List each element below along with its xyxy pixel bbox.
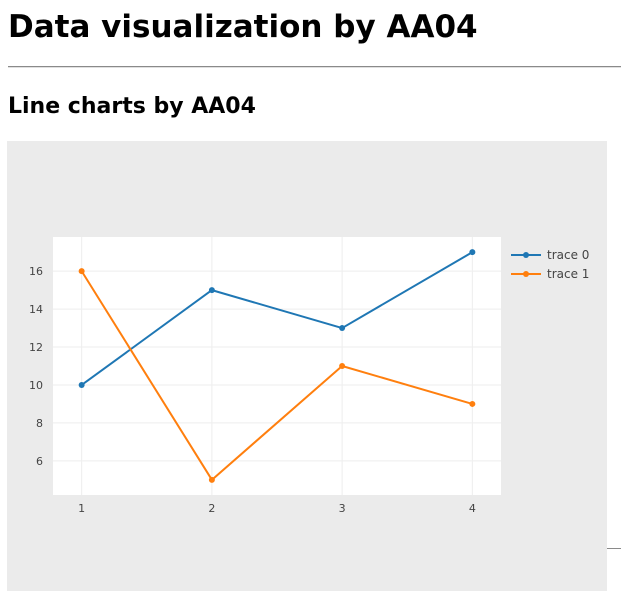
y-tick-label: 14 <box>29 303 43 316</box>
x-tick-label: 4 <box>469 502 476 515</box>
legend-item[interactable]: trace 0 <box>511 248 589 262</box>
y-tick-label: 10 <box>29 379 43 392</box>
series-0[interactable] <box>78 249 476 388</box>
data-point[interactable] <box>208 287 215 294</box>
x-tick-label: 2 <box>208 502 215 515</box>
legend-label: trace 0 <box>547 248 589 262</box>
x-tick-label: 3 <box>339 502 346 515</box>
data-point[interactable] <box>469 400 476 407</box>
title-divider <box>8 66 621 68</box>
legend-marker-swatch <box>523 252 529 258</box>
page-title: Data visualization by AA04 <box>8 9 478 45</box>
legend-item[interactable]: trace 1 <box>511 267 589 281</box>
legend: trace 0 trace 1 <box>511 248 589 281</box>
bottom-divider <box>607 548 621 549</box>
series-1[interactable] <box>78 268 476 483</box>
data-point[interactable] <box>78 381 85 388</box>
y-tick-label: 6 <box>36 455 43 468</box>
y-tick-label: 12 <box>29 341 43 354</box>
data-point[interactable] <box>339 325 346 332</box>
data-point[interactable] <box>208 476 215 483</box>
series-layer <box>78 249 476 483</box>
section-title: Line charts by AA04 <box>8 94 256 119</box>
x-axis-ticks: 1 2 3 4 <box>78 502 476 515</box>
data-point[interactable] <box>469 249 476 256</box>
data-point[interactable] <box>78 268 85 275</box>
data-point[interactable] <box>339 363 346 369</box>
x-tick-label: 1 <box>78 502 85 515</box>
series-line[interactable] <box>80 270 473 481</box>
legend-marker-swatch <box>523 271 529 277</box>
y-tick-label: 8 <box>36 417 43 430</box>
y-axis-ticks: 6 8 10 12 14 16 <box>29 265 43 468</box>
series-line[interactable] <box>81 251 473 386</box>
y-tick-label: 16 <box>29 265 43 278</box>
legend-label: trace 1 <box>547 267 589 281</box>
